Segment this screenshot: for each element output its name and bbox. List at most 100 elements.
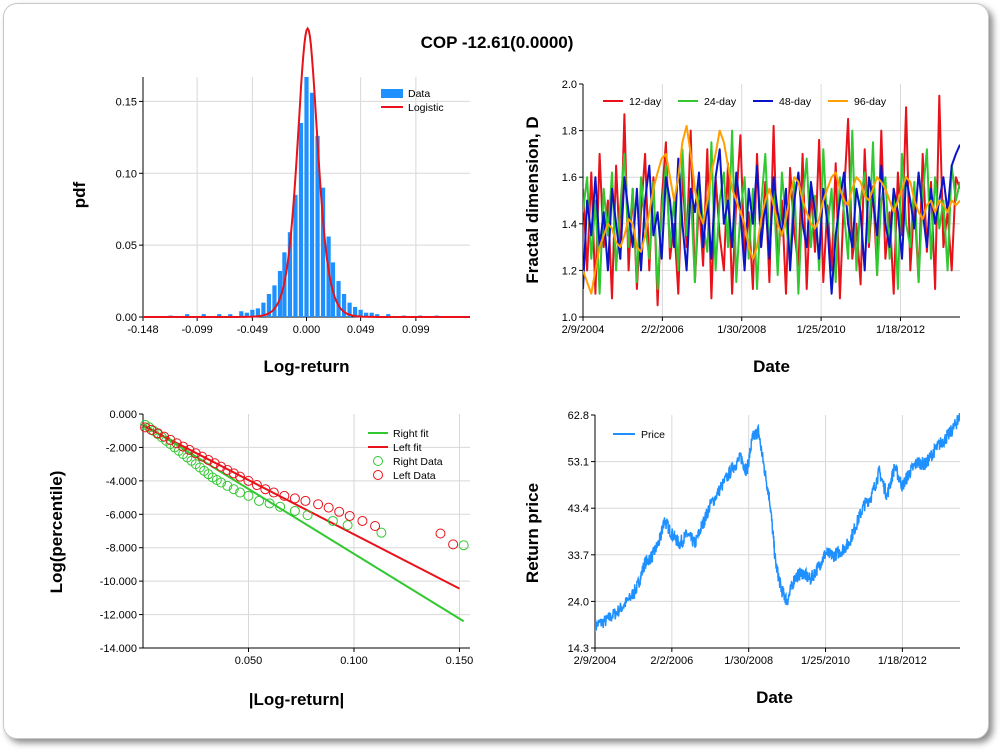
y-axis-label: pdf: [70, 181, 89, 208]
right-data-point: [289, 505, 300, 516]
x-axis-label: Date: [753, 357, 790, 376]
left-data-point: [344, 510, 355, 521]
left-data-point: [289, 493, 300, 504]
x-tick-label: 0.099: [402, 324, 430, 336]
y-tick-label: 53.1: [568, 457, 589, 469]
x-tick-label: 2/9/2004: [562, 324, 605, 336]
left-data-point: [222, 464, 233, 475]
y-tick-label: 62.8: [568, 410, 589, 422]
histogram-bar: [228, 314, 233, 317]
histogram-bar: [239, 311, 244, 317]
x-tick-label: 1/30/2008: [717, 324, 766, 336]
x-tick-label: 2/2/2006: [641, 324, 684, 336]
histogram-bar: [369, 312, 374, 317]
right-data-point: [243, 490, 254, 501]
right-data-point: [235, 487, 246, 498]
x-tick-label: 1/25/2010: [797, 324, 846, 336]
histogram-bar: [217, 314, 222, 317]
left-data-point: [370, 520, 381, 531]
y-tick-label: 0.15: [116, 96, 137, 108]
y-axis-label: Fractal dimension, D: [523, 116, 542, 283]
y-tick-label: -4.000: [106, 476, 137, 488]
y-tick-label: 1.4: [562, 219, 577, 231]
right-data-point: [228, 484, 239, 495]
series-line-96-day: [583, 124, 960, 295]
x-tick-label: 2/9/2004: [574, 655, 617, 667]
y-tick-label: 0.000: [109, 409, 137, 421]
y-axis-label: Log(percentile): [47, 471, 66, 594]
histogram-bar: [326, 236, 331, 317]
chart-title: COP -12.61(0.0000): [421, 33, 574, 52]
left-data-point: [268, 487, 279, 498]
histogram-bar: [277, 271, 283, 317]
fractal-dimension-panel: 2/9/2004 2/2/2006 1/30/2008 1/25/2010 1/18/2…: [523, 79, 960, 376]
histogram-bar: [320, 187, 326, 317]
right-data-point: [264, 498, 275, 509]
x-axis-label: Log-return: [264, 357, 350, 376]
fractal-series-group: [583, 94, 960, 307]
left-data-point: [435, 528, 446, 539]
right-data-point: [302, 510, 313, 521]
y-tick-label: 0.10: [116, 168, 137, 180]
histogram-bar: [250, 309, 255, 317]
y-tick-label: 14.3: [568, 643, 589, 655]
histogram-bar: [185, 314, 190, 317]
histogram-bar: [364, 312, 369, 317]
left-data-point: [357, 515, 368, 526]
right-data-point: [275, 501, 286, 512]
left-data-point: [184, 444, 195, 455]
right-data-point: [216, 477, 227, 488]
legend-swatch-right-data: [373, 456, 383, 466]
left-fit-line: [142, 424, 460, 590]
histogram-bar: [293, 194, 298, 317]
left-data-point: [152, 428, 163, 439]
chart-frame: [3, 3, 989, 739]
histogram-bar: [298, 122, 304, 317]
histogram-bar: [309, 92, 315, 317]
x-tick-label: 0.049: [347, 324, 375, 336]
x-tick-label: 0.050: [235, 655, 263, 667]
left-data-point: [140, 422, 151, 433]
left-data-point: [203, 454, 214, 465]
histogram-bar: [315, 135, 320, 317]
histogram-bar: [287, 232, 293, 317]
histogram-bar: [341, 294, 347, 317]
price-series-group: [595, 413, 960, 633]
histogram-bar: [244, 312, 249, 317]
x-tick-label: 1/18/2012: [878, 655, 927, 667]
x-axis-label: Date: [756, 688, 793, 707]
price-line: [595, 413, 960, 633]
left-data-point: [235, 471, 246, 482]
left-data-point: [209, 458, 220, 469]
right-data-point: [254, 495, 265, 506]
x-tick-label: -0.148: [127, 324, 158, 336]
left-data-point: [216, 461, 227, 472]
legend-swatch-data: [381, 89, 403, 98]
right-fit-line: [142, 423, 465, 623]
right-data-point: [327, 515, 338, 526]
y-tick-label: 24.0: [568, 596, 589, 608]
left-data-point: [228, 468, 239, 479]
y-tick-label: 1.0: [562, 312, 577, 324]
tail-fit-panel: 0.050 0.100 0.150 0.000 -2.000 -4.000 -6.000 -8…: [47, 409, 473, 709]
histogram-bar: [261, 302, 266, 317]
left-data-point: [300, 495, 311, 506]
histogram-bar: [272, 285, 277, 317]
logistic-fit-line: [143, 26, 470, 318]
legend-label-logistic: Logistic: [408, 102, 444, 114]
y-tick-label: 1.2: [562, 265, 577, 277]
left-data-point: [159, 431, 170, 442]
histogram-bar: [375, 314, 380, 317]
histogram-bar: [266, 294, 272, 317]
y-tick-label: -8.000: [106, 543, 137, 555]
right-data-point: [458, 540, 469, 551]
legend-label-left-data: Left Data: [393, 470, 436, 482]
y-tick-label: -2.000: [106, 442, 137, 454]
histogram-bar: [358, 309, 363, 317]
left-data-point: [190, 448, 201, 459]
left-data-point: [279, 490, 290, 501]
right-data-point: [376, 527, 387, 538]
left-data-point: [146, 424, 157, 435]
histogram-panel: -0.148 -0.099 -0.049 0.000 0.049 0.099 0.00 0.0…: [70, 26, 470, 376]
y-tick-label: 43.4: [568, 503, 589, 515]
